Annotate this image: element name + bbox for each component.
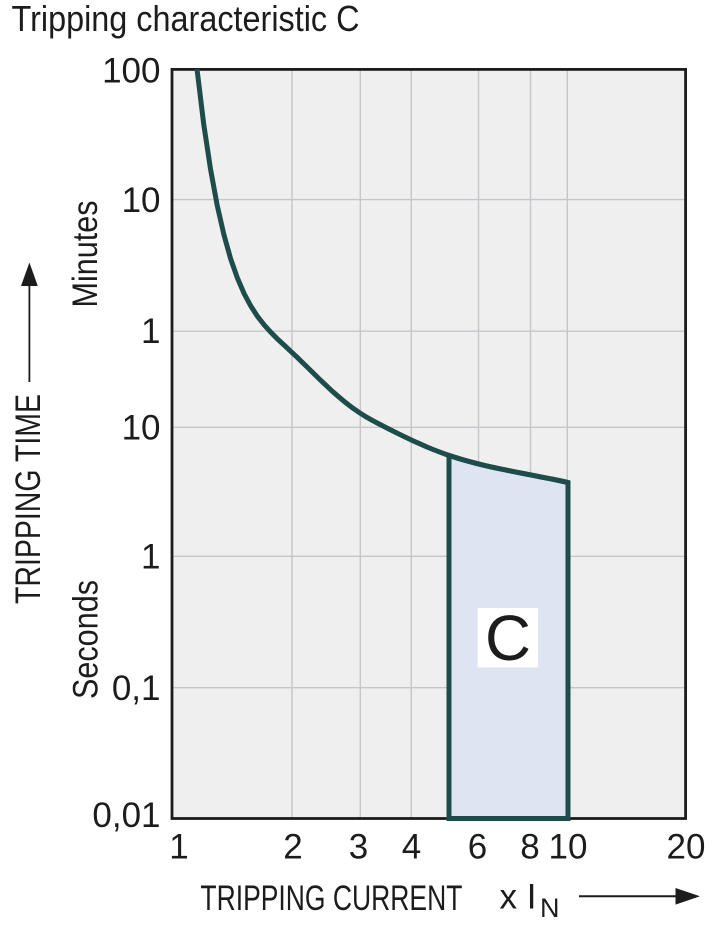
svg-text:C: C: [485, 602, 531, 674]
svg-text:TRIPPING CURRENT: TRIPPING CURRENT: [200, 879, 462, 918]
svg-text:3: 3: [349, 828, 368, 867]
svg-text:2: 2: [283, 828, 302, 867]
svg-text:8: 8: [520, 828, 539, 867]
svg-text:10: 10: [549, 828, 588, 867]
svg-text:1: 1: [169, 828, 188, 867]
svg-text:Tripping characteristic C: Tripping characteristic C: [12, 0, 360, 39]
svg-text:20: 20: [667, 828, 706, 867]
svg-text:100: 100: [102, 52, 160, 91]
svg-text:6: 6: [468, 828, 487, 867]
svg-text:1: 1: [141, 538, 160, 577]
svg-text:0,01: 0,01: [92, 796, 160, 835]
svg-text:N: N: [540, 893, 560, 923]
svg-text:Seconds: Seconds: [67, 580, 106, 699]
svg-text:0,1: 0,1: [112, 669, 161, 708]
svg-text:10: 10: [122, 181, 161, 220]
svg-text:Minutes: Minutes: [66, 201, 105, 308]
svg-text:TRIPPING TIME: TRIPPING TIME: [9, 394, 48, 604]
svg-text:1: 1: [141, 312, 160, 351]
svg-text:10: 10: [122, 409, 161, 448]
svg-text:4: 4: [402, 828, 421, 867]
svg-text:x I: x I: [500, 878, 537, 917]
